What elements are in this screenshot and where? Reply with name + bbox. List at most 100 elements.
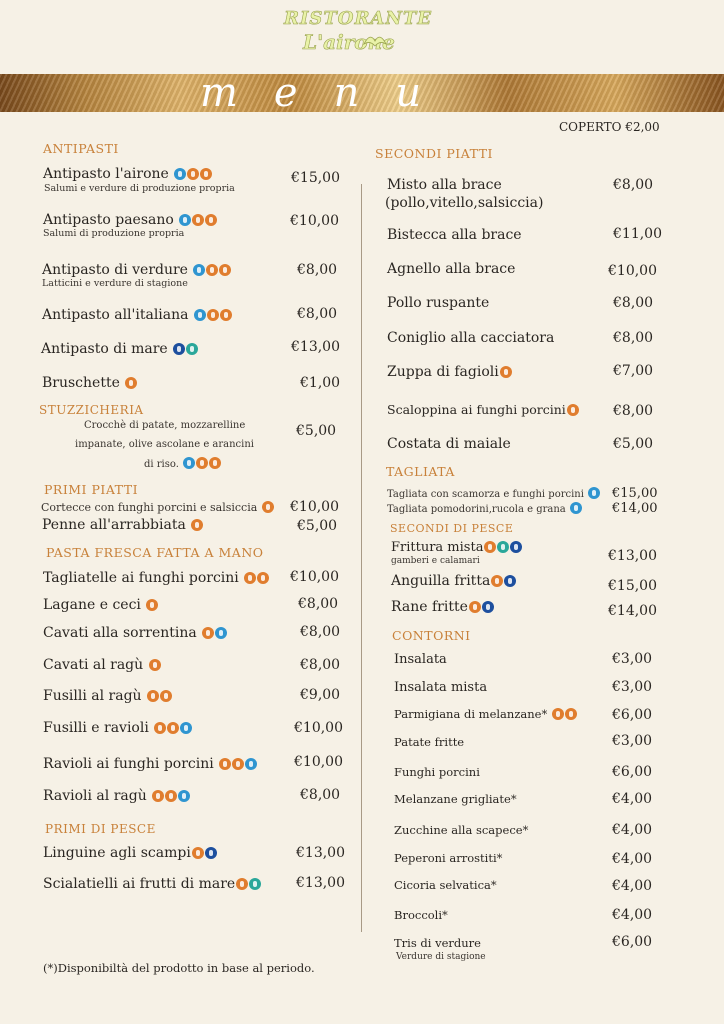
item-price: €8,00 [297,306,338,322]
item-description: Verdure di stagione [396,952,486,962]
item-price: €4,00 [612,822,653,838]
footnote: (*)Disponibiltà del prodotto in base al … [43,961,315,975]
gluten-icon [192,214,205,226]
item-price: €10,00 [294,720,343,736]
gluten-icon [244,572,257,584]
item-price: €10,00 [294,754,343,770]
gluten-icon [206,309,219,321]
milk-icon [588,487,601,499]
menu-item-insalata: Insalata [394,652,447,667]
milk-icon [245,758,258,770]
gluten-icon [154,722,167,734]
egg-icon [564,708,577,720]
milk-icon [183,457,196,469]
menu-item-patate-fritte: Patate fritte [394,735,465,749]
item-price: €8,00 [298,596,339,612]
menu-item-scaloppina: Scaloppina ai funghi porcini [387,402,579,417]
section-secondi-pesce: SECONDI DI PESCE [390,522,514,535]
menu-item-cicoria: Cicoria selvatica* [394,878,497,892]
crustacean-icon [173,343,186,355]
gluten-icon [468,601,481,613]
item-price: €15,00 [612,486,658,501]
stuzzicheria-desc-line1: Crocchè di patate, mozzarelline [84,420,246,431]
item-price: €3,00 [612,679,653,695]
item-price: €13,00 [296,875,345,891]
milk-icon [179,214,192,226]
menu-item-bistecca: Bistecca alla brace [387,227,522,243]
mollusc-icon [249,878,262,890]
gluten-icon [484,541,497,553]
egg-icon [219,264,232,276]
gluten-icon [236,878,249,890]
gluten-icon [147,690,160,702]
gluten-icon [196,457,209,469]
menu-item-ravioli-ragu: Ravioli al ragù [43,788,191,804]
item-price: €13,00 [608,548,657,564]
gluten-icon [566,404,579,416]
egg-icon [219,309,232,321]
menu-item-antipasto-verdure: Antipasto di verdure [42,262,232,278]
menu-item-antipasto-airone: Antipasto l'airone [43,166,213,182]
crustacean-icon [510,541,523,553]
item-price: €6,00 [612,934,653,950]
item-price: €11,00 [613,226,662,242]
section-stuzzicheria: STUZZICHERIA [39,403,144,417]
item-price: €8,00 [613,177,654,193]
item-price: €4,00 [612,907,653,923]
stuzzicheria-desc-line2: impanate, olive ascolane e arancini [75,439,254,450]
item-price: €4,00 [612,791,653,807]
fish-icon [481,601,494,613]
milk-icon [193,309,206,321]
menu-item-linguine: Linguine agli scampi [43,845,217,861]
menu-item-ravioli-porcini: Ravioli ai funghi porcini [43,756,258,772]
menu-item-coniglio: Coniglio alla cacciatora [387,330,555,346]
menu-item-anguilla: Anguilla fritta [391,573,517,589]
fish-icon [504,575,517,587]
gluten-icon [499,366,512,378]
menu-item-antipasto-paesano: Antipasto paesano [43,212,218,228]
item-description: (pollo,vitello,salsiccia) [385,195,544,211]
column-divider [361,184,362,932]
mollusc-icon [497,541,510,553]
menu-item-fusilli-ravioli: Fusilli e ravioli [43,720,193,736]
gluten-icon [206,264,219,276]
menu-item-antipasto-mare: Antipasto di mare [41,341,199,357]
menu-item-funghi-porcini: Funghi porcini [394,765,480,779]
logo-line-ristorante: RISTORANTE [284,8,432,30]
item-description: Salumi e verdure di produzione propria [44,183,235,194]
gluten-icon [148,659,161,671]
gluten-icon [551,708,564,720]
egg-icon [165,790,178,802]
gluten-icon [191,847,204,859]
item-price: €6,00 [612,707,653,723]
mollusc-icon [186,343,199,355]
item-price: €10,00 [290,499,339,515]
milk-icon [180,722,193,734]
menu-title: menu [200,70,458,116]
menu-item-cavati-sorrentina: Cavati alla sorrentina [43,625,228,641]
item-price: €15,00 [608,578,657,594]
item-description: gamberi e calamari [391,556,480,566]
section-antipasti: ANTIPASTI [43,141,119,156]
item-price: €10,00 [608,263,657,279]
item-price: €8,00 [613,330,654,346]
menu-item-agnello: Agnello alla brace [387,261,516,277]
coperto-label: COPERTO €2,00 [559,120,660,134]
item-price: €8,00 [300,787,341,803]
menu-item-penne: Penne all'arrabbiata [42,517,204,533]
section-primi-pesce: PRIMI DI PESCE [45,822,156,836]
egg-icon [257,572,270,584]
egg-icon [209,457,222,469]
section-tagliata: TAGLIATA [386,464,455,479]
gluten-icon [491,575,504,587]
item-price: €5,00 [296,423,337,439]
menu-item-antipasto-italiana: Antipasto all'italiana [42,307,232,323]
item-price: €8,00 [300,624,341,640]
egg-icon [200,168,213,180]
item-price: €7,00 [613,363,654,379]
menu-item-costata: Costata di maiale [387,436,511,452]
menu-item-insalata-mista: Insalata mista [394,680,488,695]
egg-icon [160,690,173,702]
item-price: €3,00 [612,651,653,667]
item-price: €4,00 [612,851,653,867]
